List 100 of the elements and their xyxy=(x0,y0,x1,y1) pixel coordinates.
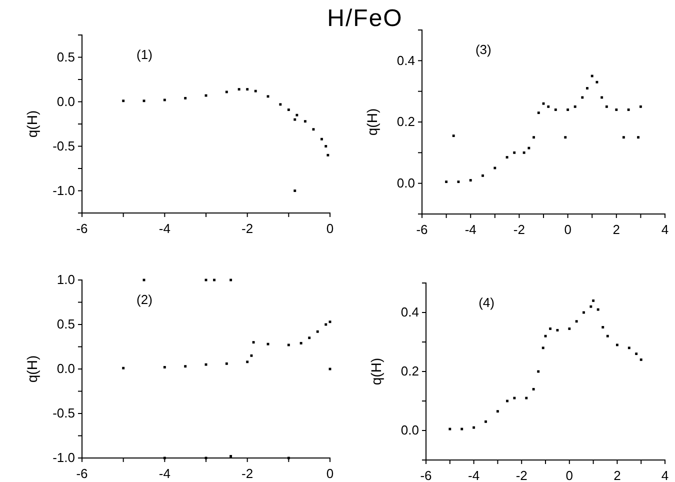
y-tick-label: -0.5 xyxy=(52,406,75,421)
y-tick-label: 0.0 xyxy=(400,422,419,438)
y-tick-label: 0.5 xyxy=(56,49,75,64)
y-tick-label: -0.5 xyxy=(52,138,75,154)
point xyxy=(556,328,559,332)
x-tick-label: -2 xyxy=(242,221,254,236)
x-tick-label: 0 xyxy=(564,222,572,237)
x-tick-label: -6 xyxy=(76,466,88,481)
point xyxy=(246,88,249,91)
x-tick-label: -6 xyxy=(76,221,88,236)
x-tick-label: -6 xyxy=(420,468,432,482)
y-axis-title: q(H) xyxy=(24,110,40,138)
point xyxy=(445,180,448,184)
point xyxy=(238,88,240,91)
point xyxy=(564,136,567,139)
x-tick-label: -4 xyxy=(468,468,480,482)
x-tick-label: 2 xyxy=(614,468,621,482)
point xyxy=(581,96,584,99)
y-axis-title: q(H) xyxy=(24,355,40,383)
point xyxy=(622,136,625,139)
y-tick-label: -1.0 xyxy=(52,450,75,466)
y-tick-label: 0.0 xyxy=(56,361,75,376)
x-tick-label: -4 xyxy=(158,466,170,481)
point xyxy=(312,128,315,131)
point xyxy=(230,454,232,458)
point xyxy=(574,105,576,108)
point xyxy=(532,388,535,390)
annotation: (3) xyxy=(475,42,492,57)
y-tick-label: 0.0 xyxy=(396,175,415,190)
x-tick-label: -4 xyxy=(464,222,476,237)
x-tick-label: 4 xyxy=(661,222,669,237)
point xyxy=(537,112,540,114)
y-tick-label: 0.2 xyxy=(396,114,415,130)
point xyxy=(628,346,630,350)
x-tick-label: -4 xyxy=(158,221,170,236)
x-tick-label: -6 xyxy=(416,222,428,237)
point xyxy=(287,344,290,346)
point xyxy=(600,96,604,99)
point xyxy=(184,365,187,368)
y-tick-label: 0.4 xyxy=(400,304,419,320)
y-axis-title: q(H) xyxy=(364,108,380,136)
point xyxy=(590,305,592,308)
point xyxy=(279,103,282,106)
point xyxy=(163,98,166,102)
point xyxy=(452,134,455,138)
point xyxy=(616,344,618,346)
point xyxy=(513,151,516,154)
y-tick-label: 1.0 xyxy=(56,272,75,288)
annotation: (2) xyxy=(136,292,152,307)
x-tick-label: 4 xyxy=(661,468,669,482)
point xyxy=(296,114,298,116)
point xyxy=(254,90,257,92)
point xyxy=(596,308,600,311)
point xyxy=(528,146,530,150)
point xyxy=(532,136,536,139)
point xyxy=(522,151,526,154)
x-tick-label: 0 xyxy=(566,468,574,482)
point xyxy=(457,180,460,184)
y-axis-title: q(H) xyxy=(368,358,384,386)
point xyxy=(326,154,330,156)
point xyxy=(596,80,598,84)
point xyxy=(513,396,516,400)
x-tick-label: 0 xyxy=(326,466,334,481)
annotation: (1) xyxy=(136,47,152,62)
point xyxy=(639,105,642,108)
annotation: (4) xyxy=(478,295,494,310)
point xyxy=(308,336,311,340)
point xyxy=(640,358,642,361)
point xyxy=(547,105,550,108)
y-tick-label: 0.2 xyxy=(400,364,419,379)
x-tick-label: 0 xyxy=(326,221,334,236)
x-tick-label: -2 xyxy=(242,466,254,481)
y-tick-label: -1.0 xyxy=(52,182,75,198)
y-tick-label: 0.5 xyxy=(56,316,75,332)
point xyxy=(300,342,302,344)
y-tick-label: 0.0 xyxy=(56,94,75,109)
point xyxy=(592,299,595,302)
point xyxy=(525,396,528,400)
point xyxy=(294,118,296,121)
point xyxy=(225,362,228,365)
point xyxy=(496,410,499,413)
point xyxy=(304,120,306,123)
point xyxy=(184,96,187,100)
point xyxy=(122,100,125,102)
point xyxy=(252,341,255,344)
y-tick-label: 0.4 xyxy=(396,52,415,68)
point xyxy=(605,105,608,108)
point xyxy=(163,366,166,368)
point xyxy=(122,366,125,370)
point xyxy=(472,426,476,429)
x-tick-label: -2 xyxy=(513,222,525,237)
point xyxy=(635,352,638,356)
x-tick-label: 2 xyxy=(612,222,620,237)
point xyxy=(225,90,228,94)
point xyxy=(575,320,578,323)
point xyxy=(606,334,609,338)
point xyxy=(250,354,253,357)
point xyxy=(542,346,544,350)
point xyxy=(316,330,319,333)
x-tick-label: -2 xyxy=(516,468,528,482)
